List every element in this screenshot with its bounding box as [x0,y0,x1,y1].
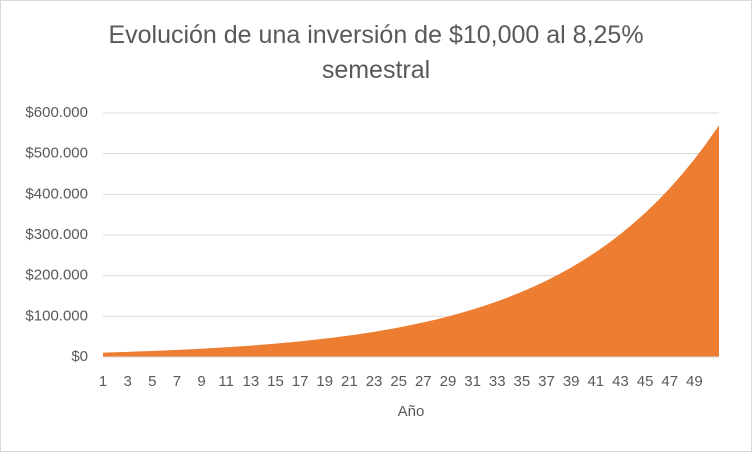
x-tick-label: 49 [686,373,703,390]
x-tick-label: 41 [587,373,604,390]
x-tick-label: 33 [489,373,506,390]
x-tick-label: 5 [148,373,156,390]
x-tick-label: 3 [123,373,131,390]
x-tick-label: 35 [514,373,531,390]
x-tick-label: 9 [197,373,205,390]
y-tick-label: $300.000 [25,226,88,243]
x-tick-label: 19 [316,373,333,390]
x-tick-label: 31 [464,373,481,390]
x-tick-label: 39 [563,373,580,390]
x-tick-label: 23 [366,373,383,390]
chart-title: Evolución de una inversión de $10,000 al… [108,21,644,84]
area [103,125,719,358]
x-tick-label: 1 [99,373,107,390]
x-tick-label: 25 [390,373,407,390]
x-tick-label: 17 [292,373,309,390]
x-tick-label: 11 [218,373,234,390]
x-tick-label: 15 [267,373,284,390]
x-tick-label: 13 [242,373,259,390]
x-tick-label: 45 [637,373,654,390]
x-tick-label: 29 [440,373,457,390]
y-tick-label: $100.000 [25,307,88,324]
y-tick-label: $600.000 [25,104,88,121]
y-tick-label: $400.000 [25,185,88,202]
x-tick-label: 21 [341,373,358,390]
y-tick-label: $500.000 [25,145,88,162]
x-tick-label: 7 [173,373,181,390]
x-axis-title: Año [398,403,425,420]
y-tick-label: $200.000 [25,267,88,284]
x-tick-label: 27 [415,373,432,390]
x-tick-label: 47 [661,373,678,390]
x-tick-label: 43 [612,373,629,390]
y-tick-label: $0 [71,348,88,365]
x-tick-label: 37 [538,373,555,390]
